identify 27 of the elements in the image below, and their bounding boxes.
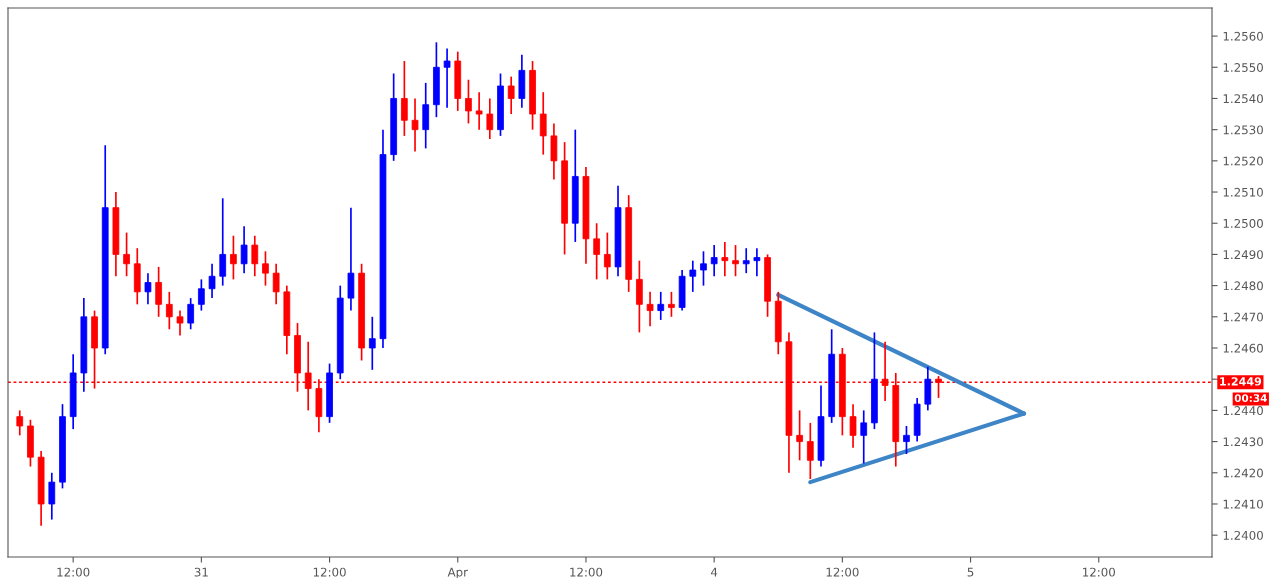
y-tick-label: 1.2400 <box>1223 530 1263 540</box>
y-tick-label: 1.2480 <box>1223 281 1263 291</box>
x-tick-label: 12:00 <box>57 567 90 577</box>
x-tick-label: 31 <box>194 567 208 577</box>
y-tick-label: 1.2430 <box>1223 437 1263 447</box>
x-tick-label: Apr <box>447 567 468 578</box>
x-tick-label: 4 <box>710 567 718 577</box>
x-tick-label: 12:00 <box>570 567 603 577</box>
text: 00:34 <box>1234 394 1267 403</box>
y-tick-label: 1.2500 <box>1223 218 1263 228</box>
y-tick-label: 1.2530 <box>1223 125 1263 135</box>
y-tick-label: 1.2540 <box>1223 94 1263 104</box>
x-tick-label: 12:00 <box>313 567 346 577</box>
y-tick-label: 1.2470 <box>1223 312 1263 322</box>
y-tick-label: 1.2420 <box>1223 468 1263 478</box>
x-tick-label: 5 <box>967 567 974 577</box>
x-tick-label: 12:00 <box>1083 567 1115 577</box>
y-tick-label: 1.2440 <box>1223 406 1263 416</box>
y-tick-label: 1.2550 <box>1223 62 1263 72</box>
y-tick-label: 1.2510 <box>1223 187 1263 197</box>
ref-line-label: 1.2449 <box>1220 377 1262 386</box>
y-tick-label: 1.2460 <box>1223 343 1263 353</box>
x-tick-label: 12:00 <box>826 567 859 577</box>
y-tick-label: 1.2410 <box>1223 499 1263 509</box>
y-tick-label: 1.2490 <box>1223 250 1263 260</box>
y-tick-label: 1.2560 <box>1223 31 1263 41</box>
y-tick-label: 1.2520 <box>1223 156 1263 166</box>
